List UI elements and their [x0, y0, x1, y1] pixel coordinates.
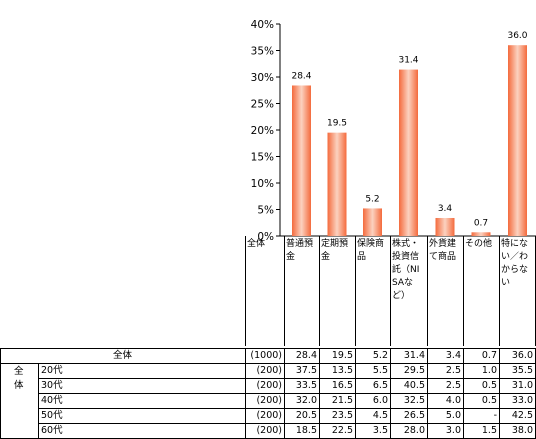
age-row-value: 35.5 — [499, 363, 533, 378]
age-row-label: 50代 — [41, 408, 241, 423]
bar-value-label: 31.4 — [398, 56, 418, 66]
total-row-n: (1000) — [245, 348, 282, 363]
bar-value-label: 0.7 — [474, 218, 488, 228]
age-row-value: 21.5 — [319, 393, 353, 408]
age-row-value: - — [463, 408, 497, 423]
bar-value-label: 28.4 — [291, 71, 311, 81]
y-axis: 0%5%10%15%20%25%30%35%40% — [246, 19, 536, 346]
y-tick-label: 30% — [251, 72, 274, 84]
age-row-n: (200) — [245, 408, 282, 423]
age-row-value: 40.5 — [390, 378, 425, 393]
bar-value-label: 5.2 — [365, 194, 379, 204]
age-row-value: 31.0 — [499, 378, 533, 393]
group-label-all: 全体 — [14, 365, 26, 393]
age-row-value: 13.5 — [319, 363, 353, 378]
category-label: 普通預金 — [286, 238, 317, 264]
total-row-value: 0.7 — [463, 348, 497, 363]
age-row-value: 37.5 — [284, 363, 317, 378]
bar-value-label: 36.0 — [507, 31, 527, 41]
y-tick-label: 5% — [257, 205, 274, 217]
category-label: 株式・投資信託（NISAなど） — [392, 238, 425, 303]
age-row-value: 5.5 — [355, 363, 388, 378]
bar — [399, 70, 418, 236]
age-row-value: 5.0 — [427, 408, 461, 423]
age-row-n: (200) — [245, 378, 282, 393]
age-row-value: 20.5 — [284, 408, 317, 423]
age-row-value: 0.5 — [463, 378, 497, 393]
bar — [292, 85, 311, 236]
group-label-char: 体 — [14, 379, 26, 393]
category-label: 外貨建て商品 — [429, 238, 461, 264]
total-row-value: 31.4 — [390, 348, 425, 363]
total-row-value: 19.5 — [319, 348, 353, 363]
bar-value-label: 19.5 — [327, 119, 347, 129]
age-row-value: 1.0 — [463, 363, 497, 378]
age-row-value: 6.5 — [355, 378, 388, 393]
category-label: 定期預金 — [321, 238, 353, 264]
category-label: 特にない／わからない — [501, 238, 534, 290]
age-row-value: 6.0 — [355, 393, 388, 408]
y-tick-label: 10% — [251, 178, 274, 190]
age-row-label: 30代 — [41, 378, 241, 393]
y-tick-label: 35% — [251, 46, 274, 58]
group-label-char: 全 — [14, 365, 26, 379]
age-row-value: 0.5 — [463, 393, 497, 408]
total-row-value: 28.4 — [284, 348, 317, 363]
age-row-value: 4.5 — [355, 408, 388, 423]
y-tick-label: 25% — [251, 99, 274, 111]
y-tick-label: 20% — [251, 125, 274, 137]
total-row-label: 全体 — [0, 348, 245, 363]
col-line — [38, 363, 39, 438]
total-row-value: 3.4 — [427, 348, 461, 363]
age-row-value: 42.5 — [499, 408, 533, 423]
bar — [472, 232, 491, 236]
age-row-value: 2.5 — [427, 363, 461, 378]
total-row-value: 36.0 — [499, 348, 533, 363]
total-row-value: 5.2 — [355, 348, 388, 363]
age-row-value: 23.5 — [319, 408, 353, 423]
category-label: その他 — [465, 238, 497, 251]
age-row-label: 40代 — [41, 393, 241, 408]
category-label: 保険商品 — [357, 238, 388, 264]
header-all: 全体 — [247, 238, 283, 251]
age-row-value: 33.0 — [499, 393, 533, 408]
age-row-value: 32.0 — [284, 393, 317, 408]
age-row-value: 26.5 — [390, 408, 425, 423]
age-row-label: 20代 — [41, 363, 241, 378]
age-row-value: 2.5 — [427, 378, 461, 393]
y-tick-label: 40% — [251, 19, 274, 31]
age-row-value: 33.5 — [284, 378, 317, 393]
bar — [363, 208, 382, 236]
y-tick-label: 15% — [251, 152, 274, 164]
age-row-value: 16.5 — [319, 378, 353, 393]
bar — [508, 45, 527, 236]
bars: 28.4 19.5 5.2 31.4 3.4 0.7 36.0 — [291, 31, 527, 236]
bar — [328, 133, 347, 236]
bar — [436, 218, 455, 236]
age-row-n: (200) — [245, 363, 282, 378]
bar-value-label: 3.4 — [438, 204, 453, 214]
age-row-value: 29.5 — [390, 363, 425, 378]
age-row-value: 32.5 — [390, 393, 425, 408]
age-row-value: 4.0 — [427, 393, 461, 408]
age-row-n: (200) — [245, 393, 282, 408]
